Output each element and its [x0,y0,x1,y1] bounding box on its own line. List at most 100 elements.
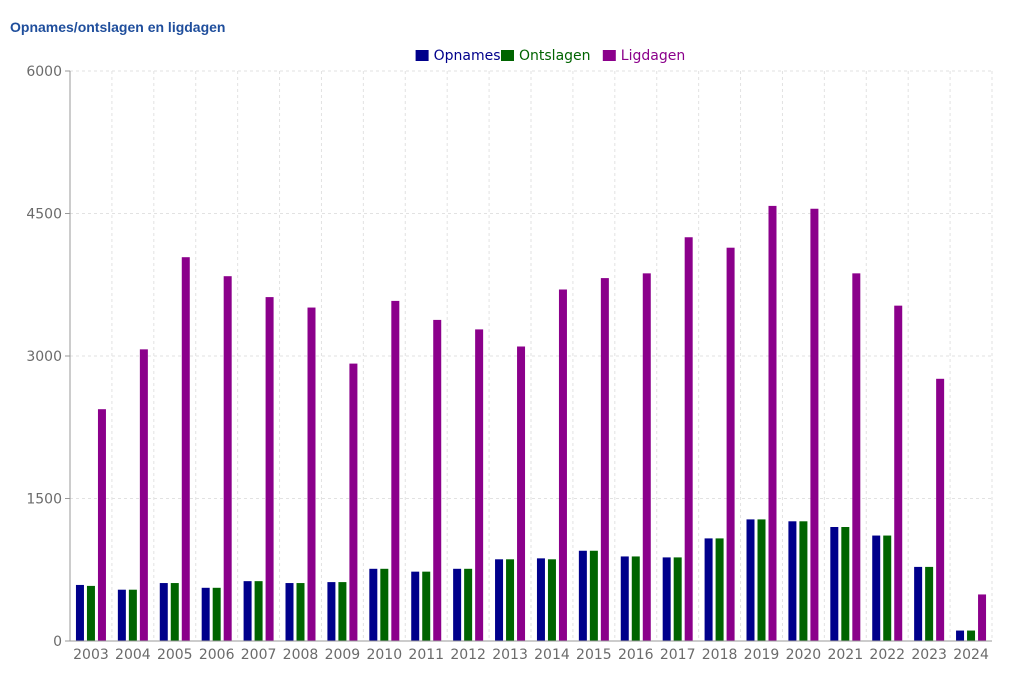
chart-title: Opnames/ontslagen en ligdagen [10,19,226,35]
bar-opnames-2013 [495,559,504,641]
bar-ligdagen-2006 [223,276,232,641]
x-tick-label: 2010 [366,647,402,663]
y-tick-label: 4500 [26,207,62,223]
grid [70,70,993,641]
bar-ontslagen-2004 [128,589,137,641]
bar-opnames-2019 [746,519,755,641]
bar-opnames-2018 [704,538,713,641]
x-tick-label: 2012 [450,647,486,663]
x-tick-label: 2016 [618,647,654,663]
bar-ligdagen-2005 [181,257,190,641]
x-tick-label: 2005 [157,647,193,663]
bar-ligdagen-2007 [265,297,274,641]
bar-opnames-2020 [788,521,797,641]
bar-ligdagen-2013 [517,346,526,641]
bar-ligdagen-2012 [475,329,484,641]
bar-ligdagen-2008 [307,307,316,641]
legend-label-ligdagen: Ligdagen [621,48,685,64]
x-tick-label: 2017 [660,647,696,663]
x-tick-label: 2023 [911,647,947,663]
bar-ligdagen-2010 [391,300,400,641]
bar-ontslagen-2016 [631,556,640,641]
y-tick-label: 1500 [26,492,62,508]
bar-ligdagen-2023 [936,378,945,641]
bar-opnames-2004 [117,589,126,641]
y-tick-label: 6000 [26,64,62,80]
x-tick-label: 2018 [702,647,738,663]
bar-ontslagen-2014 [547,559,556,641]
bar-opnames-2011 [411,571,420,641]
bar-ontslagen-2015 [589,550,598,641]
legend: Opnames Ontslagen Ligdagen [415,48,685,64]
bar-ontslagen-2018 [715,538,724,641]
bar-ontslagen-2009 [338,582,347,641]
axes: 2003 2004 2005 2006 2007 2008 2009 2010 2011 2012… [26,64,992,663]
bar-ligdagen-2024 [978,594,987,641]
bar-opnames-2012 [453,568,462,641]
legend-label-ontslagen: Ontslagen [519,48,591,64]
bar-opnames-2015 [578,550,587,641]
x-tick-label: 2013 [492,647,528,663]
bar-opnames-2010 [369,568,378,641]
bar-ligdagen-2011 [433,319,442,641]
bar-ontslagen-2017 [673,557,682,641]
bar-opnames-2006 [201,587,210,641]
x-tick-label: 2008 [283,647,319,663]
bar-ligdagen-2021 [852,273,861,641]
legend-label-opnames: Opnames [434,48,501,64]
bar-ontslagen-2022 [883,535,892,641]
bar-opnames-2007 [243,581,252,641]
bar-ontslagen-2011 [422,571,431,641]
bar-ontslagen-2005 [170,583,179,641]
bar-ontslagen-2008 [296,583,305,641]
legend-swatch-ontslagen [501,50,514,61]
y-tick-label: 0 [53,634,62,650]
bar-opnames-2016 [620,556,629,641]
bars [75,205,987,641]
bar-opnames-2021 [830,527,839,641]
bar-ligdagen-2004 [139,349,148,641]
bar-opnames-2003 [75,584,84,641]
bar-opnames-2009 [327,582,336,641]
y-tick-label: 3000 [26,349,62,365]
x-tick-label: 2024 [953,647,989,663]
bar-opnames-2024 [956,630,965,641]
x-tick-label: 2020 [786,647,822,663]
x-tick-label: 2007 [241,647,277,663]
bar-ligdagen-2016 [642,273,651,641]
bar-ligdagen-2015 [600,278,609,641]
x-tick-label: 2011 [408,647,444,663]
bar-ligdagen-2020 [810,208,819,641]
bar-opnames-2017 [662,557,671,641]
bar-ontslagen-2012 [464,568,473,641]
x-tick-label: 2004 [115,647,151,663]
bar-ontslagen-2019 [757,519,766,641]
bar-ontslagen-2013 [506,559,515,641]
x-tick-label: 2019 [744,647,780,663]
legend-swatch-opnames [415,50,429,61]
bar-opnames-2008 [285,583,294,641]
bar-ontslagen-2023 [925,566,934,641]
x-tick-label: 2022 [869,647,905,663]
x-tick-label: 2021 [827,647,863,663]
bar-ligdagen-2017 [684,237,693,641]
bar-ontslagen-2020 [799,521,808,641]
bar-opnames-2022 [872,535,881,641]
bar-opnames-2014 [536,558,545,641]
x-tick-label: 2014 [534,647,570,663]
bar-ontslagen-2010 [380,568,389,641]
x-tick-label: 2003 [73,647,109,663]
bar-ontslagen-2024 [967,630,976,641]
legend-swatch-ligdagen [602,50,616,61]
bar-opnames-2005 [159,583,168,641]
bar-ligdagen-2014 [558,289,567,641]
x-tick-label: 2006 [199,647,235,663]
bar-opnames-2023 [914,566,923,641]
bar-ontslagen-2007 [254,581,263,641]
bar-ligdagen-2009 [349,363,358,641]
bar-ligdagen-2022 [894,305,903,641]
bar-ontslagen-2006 [212,587,221,641]
x-tick-label: 2009 [325,647,361,663]
bar-ligdagen-2003 [97,409,106,641]
